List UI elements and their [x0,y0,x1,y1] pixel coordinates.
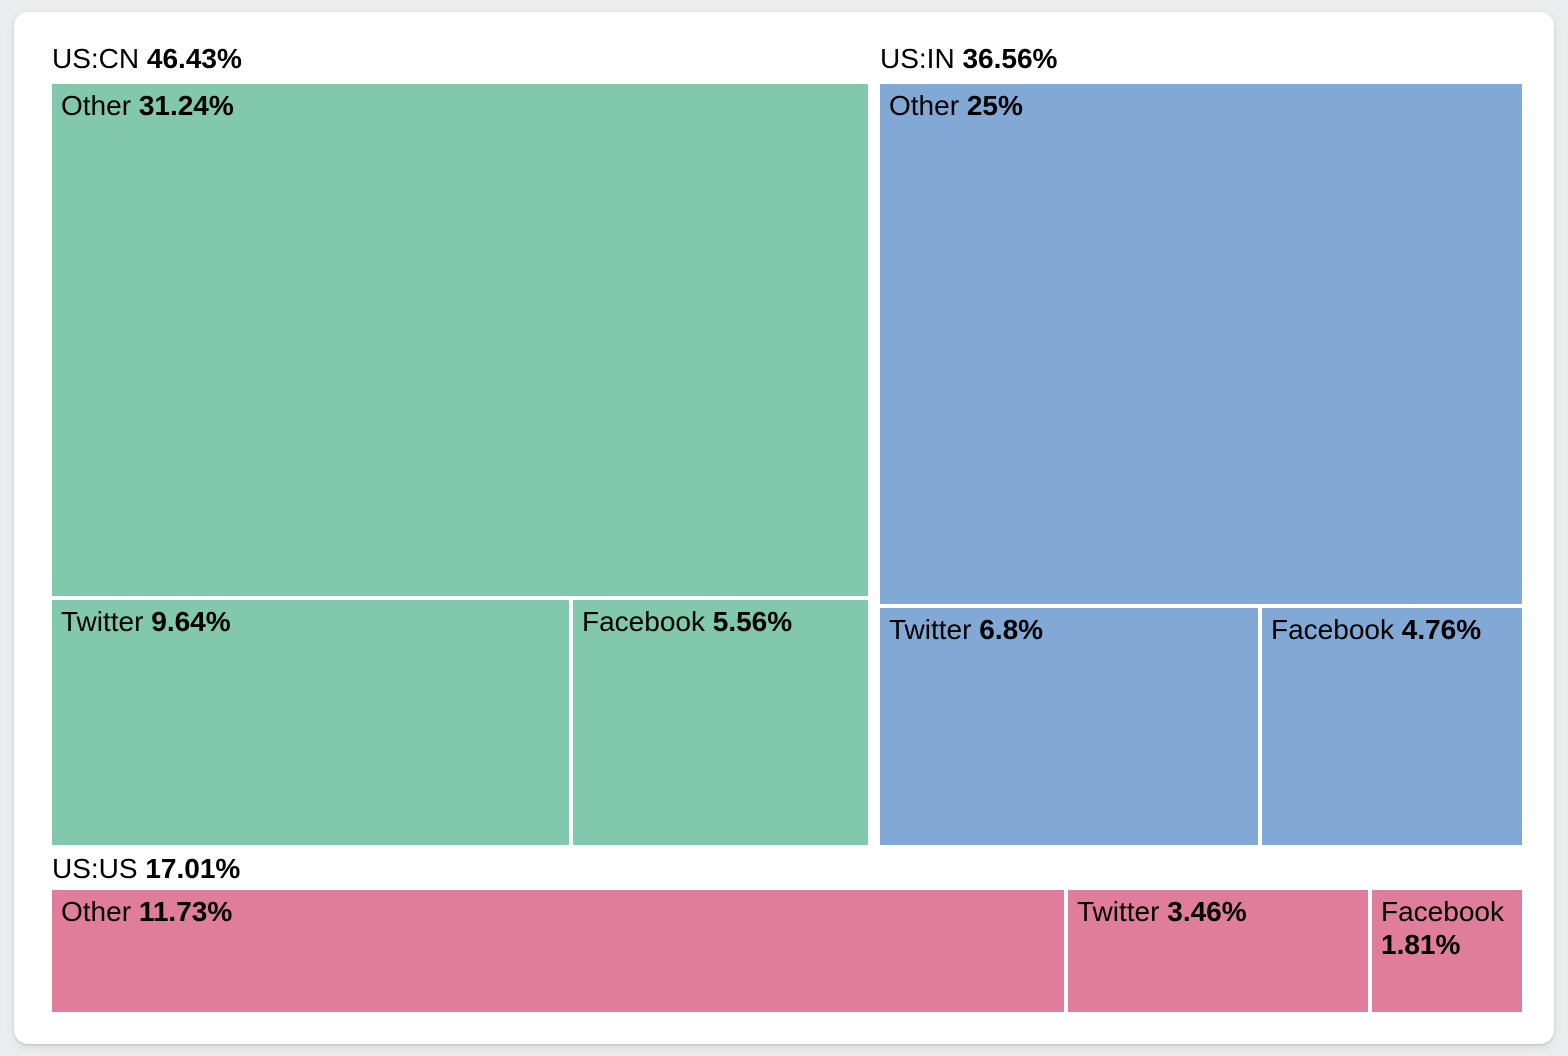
cell-label: Facebook [1381,896,1504,927]
treemap-cell-us-cn-twitter[interactable]: Twitter 9.64% [52,600,569,845]
group-value: 46.43% [146,43,242,74]
cell-label: Twitter [1077,896,1160,927]
cell-label: Other [61,896,132,927]
group-header-us-us[interactable]: US:US 17.01% [52,854,240,883]
treemap-chart: US:CN 46.43% Other 31.24% Twitter 9.64% … [14,12,1554,1044]
cell-label: Facebook [582,606,705,637]
group-label: US:IN [880,43,955,74]
cell-value: 3.46% [1167,896,1247,927]
group-header-us-in[interactable]: US:IN 36.56% [880,44,1057,73]
cell-value: 6.8% [979,614,1044,645]
group-label: US:US [52,853,138,884]
treemap-cell-us-in-twitter[interactable]: Twitter 6.8% [880,608,1258,845]
cell-value: 25% [966,90,1023,121]
cell-label: Twitter [889,614,972,645]
cell-value: 5.56% [712,606,793,637]
cell-value: 9.64% [151,606,231,637]
treemap-cell-us-in-other[interactable]: Other 25% [880,84,1522,604]
cell-value: 4.76% [1401,614,1482,645]
treemap-cell-us-cn-other[interactable]: Other 31.24% [52,84,868,596]
group-value: 17.01% [145,853,241,884]
cell-value: 1.81% [1381,929,1461,961]
cell-label: Facebook [1271,614,1394,645]
treemap-cell-us-in-facebook[interactable]: Facebook 4.76% [1262,608,1522,845]
cell-value: 31.24% [138,90,234,121]
group-value: 36.56% [962,43,1058,74]
cell-label: Other [61,90,132,121]
cell-value: 11.73% [138,896,233,927]
cell-label: Twitter [61,606,144,637]
treemap-cell-us-cn-facebook[interactable]: Facebook 5.56% [573,600,868,845]
treemap-cell-us-us-other[interactable]: Other 11.73% [52,890,1064,1012]
group-header-us-cn[interactable]: US:CN 46.43% [52,44,242,73]
treemap-cell-us-us-twitter[interactable]: Twitter 3.46% [1068,890,1368,1012]
cell-label: Other [889,90,960,121]
treemap-cell-us-us-facebook[interactable]: Facebook 1.81% [1372,890,1522,1012]
chart-card: US:CN 46.43% Other 31.24% Twitter 9.64% … [14,12,1554,1044]
group-label: US:CN [52,43,140,74]
